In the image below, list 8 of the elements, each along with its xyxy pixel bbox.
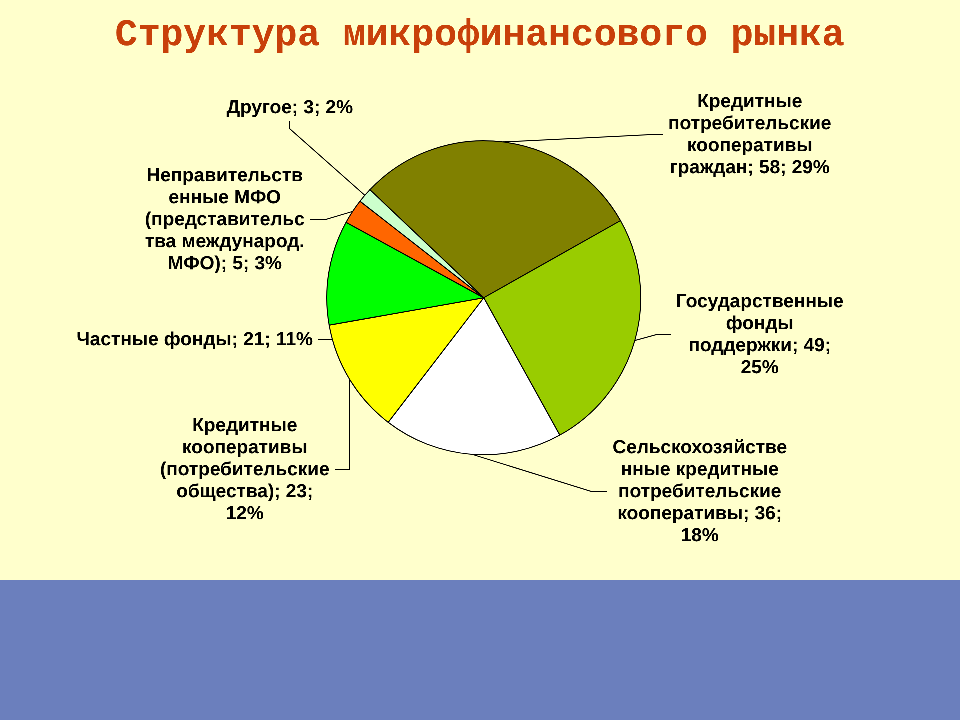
slice-label: Другое; 3; 2%: [226, 98, 354, 118]
slice-label: Частные фонды; 21; 11%: [76, 330, 314, 350]
slice-label: Государственные фонды поддержки; 49; 25%: [676, 292, 844, 378]
slice-label: Кредитные потребительские кооперативы граждан; 58; 29%: [668, 92, 832, 178]
slice-label: Кредитные кооперативы (потребительские общества); 23; 12%: [160, 416, 330, 524]
chart-title: Структура микрофинансового рынка: [115, 14, 845, 58]
slice-label: Неправительственные МФО (представительства международ. МФО); 5; 3%: [145, 166, 306, 274]
slice-label: Сельскохозяйственные кредитные потребительские кооперативы; 36; 18%: [612, 438, 788, 546]
